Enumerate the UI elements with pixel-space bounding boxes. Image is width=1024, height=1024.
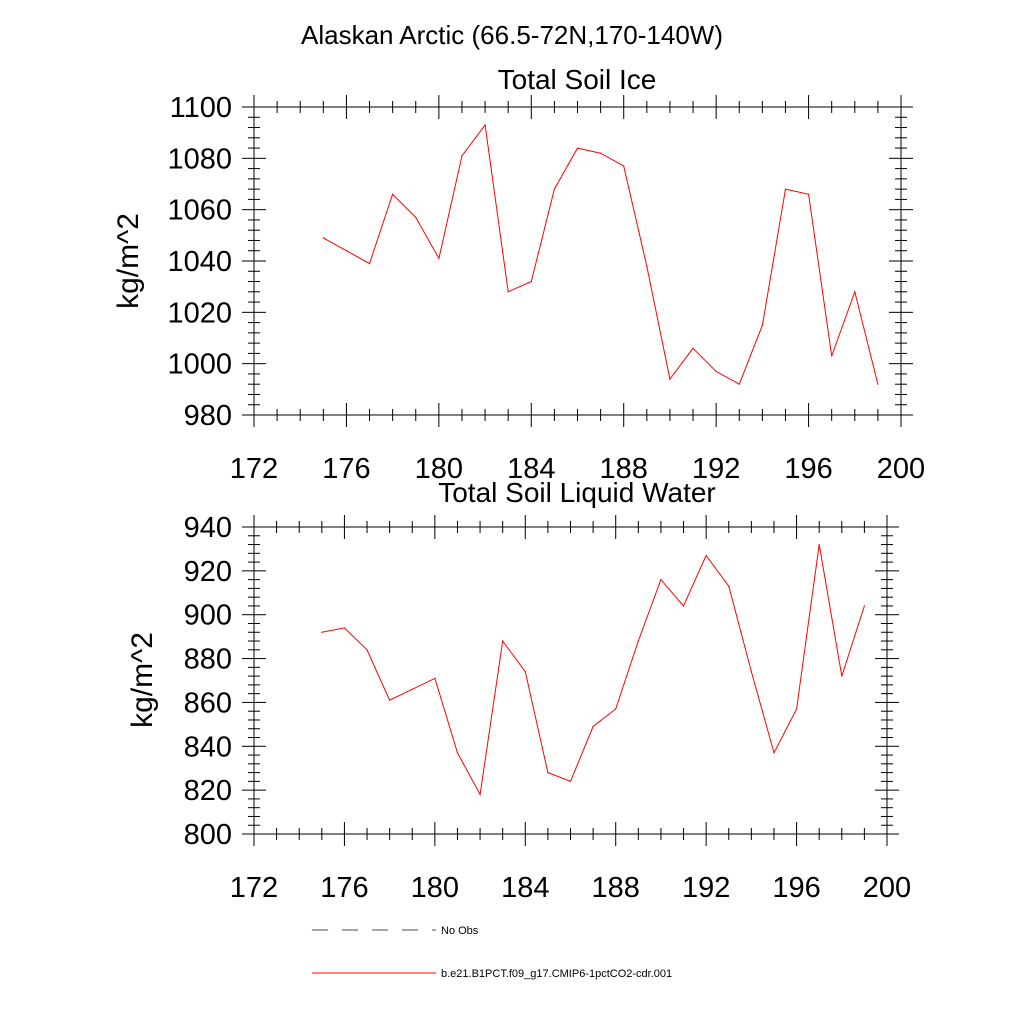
- data-point: [682, 605, 685, 607]
- plot-frame: [253, 106, 902, 416]
- data-point: [600, 152, 602, 154]
- x-tick-label: 188: [592, 872, 640, 904]
- data-point: [728, 585, 730, 587]
- y-tick-label: 840: [184, 731, 232, 763]
- data-point: [877, 383, 879, 385]
- data-point: [322, 237, 324, 239]
- figure-title: Alaskan Arctic (66.5-72N,170-140W): [301, 20, 723, 50]
- x-tick-label: 180: [411, 872, 459, 904]
- data-point: [761, 324, 763, 326]
- data-point: [818, 543, 820, 546]
- data-point: [569, 780, 572, 782]
- x-tick-label: 196: [772, 872, 820, 904]
- data-point: [411, 688, 413, 690]
- data-point: [750, 671, 752, 673]
- data-point: [392, 193, 394, 195]
- x-tick-label: 172: [230, 453, 278, 485]
- data-point: [623, 165, 625, 167]
- data-point: [321, 631, 323, 633]
- y-tick-label: 1060: [167, 195, 232, 227]
- x-tick-label: 200: [863, 872, 911, 904]
- y-tick-label: 1080: [167, 143, 232, 175]
- data-point: [479, 793, 481, 796]
- data-point: [553, 188, 555, 190]
- data-point: [646, 265, 648, 267]
- panel-title: Total Soil Liquid Water: [438, 477, 716, 508]
- series-line: [321, 544, 865, 797]
- data-point: [615, 708, 617, 710]
- data-point: [366, 649, 368, 651]
- y-tick-label: 820: [184, 775, 232, 807]
- data-point: [389, 699, 391, 701]
- x-tick-label: 188: [600, 453, 648, 485]
- data-point: [547, 772, 549, 774]
- data-point: [368, 262, 371, 265]
- data-point: [434, 677, 436, 679]
- legend-label-no-obs: No Obs: [441, 925, 479, 937]
- data-point: [784, 188, 787, 190]
- x-tick-label: 176: [322, 453, 370, 485]
- data-point: [484, 124, 486, 126]
- data-point: [795, 708, 798, 710]
- x-tick-label: 192: [692, 453, 740, 485]
- legend: No Obs b.e21.B1PCT.f09_g17.CMIP6-1pctCO2…: [312, 925, 672, 980]
- data-point: [831, 355, 833, 357]
- data-point: [343, 627, 346, 629]
- data-point: [415, 216, 417, 218]
- data-point: [854, 291, 856, 293]
- data-point: [456, 752, 459, 754]
- data-point: [669, 378, 671, 380]
- y-tick-label: 1040: [167, 246, 232, 278]
- legend-label-model: b.e21.B1PCT.f09_g17.CMIP6-1pctCO2-cdr.00…: [441, 968, 672, 980]
- data-point: [438, 257, 440, 260]
- y-tick-label: 860: [184, 687, 232, 719]
- x-tick-label: 196: [784, 453, 832, 485]
- x-tick-label: 192: [682, 872, 730, 904]
- data-point: [692, 347, 694, 349]
- data-point: [807, 193, 810, 195]
- data-point: [841, 675, 843, 677]
- y-tick-label: 900: [184, 600, 232, 632]
- panel-soil-ice: Total Soil Ice kg/m^2 980 1000 1020 1040 106…: [112, 64, 925, 485]
- x-tick-label: 180: [415, 453, 463, 485]
- plot-frame: [253, 526, 888, 835]
- y-tick-label: 800: [184, 819, 232, 851]
- data-point: [592, 725, 594, 728]
- y-tick-label: 940: [184, 512, 232, 544]
- y-tick-label: 980: [184, 400, 232, 432]
- data-point: [738, 383, 740, 385]
- y-axis-label: kg/m^2: [112, 213, 145, 309]
- data-point: [773, 752, 775, 754]
- x-tick-label: 176: [320, 872, 368, 904]
- x-tick-label: 184: [507, 453, 555, 485]
- x-tick-label: 184: [501, 872, 549, 904]
- y-tick-label: 880: [184, 644, 232, 676]
- data-point: [345, 250, 348, 252]
- data-point: [502, 640, 504, 642]
- data-point: [507, 291, 509, 293]
- panel-soil-liquid-water: Total Soil Liquid Water kg/m^2 800 820 840…: [126, 477, 911, 904]
- panel-title: Total Soil Ice: [498, 64, 657, 95]
- data-point: [705, 554, 707, 557]
- data-point: [524, 671, 526, 673]
- series-line: [323, 123, 879, 385]
- x-tick-label: 200: [877, 453, 925, 485]
- data-point: [637, 640, 639, 642]
- x-tick-label: 172: [230, 872, 278, 904]
- y-axis-label: kg/m^2: [126, 632, 159, 728]
- data-point: [660, 579, 662, 581]
- data-point: [576, 147, 579, 149]
- data-point: [461, 155, 463, 157]
- data-point: [863, 605, 865, 607]
- y-tick-label: 920: [184, 556, 232, 588]
- y-tick-label: 1000: [167, 349, 232, 381]
- y-tick-label: 1100: [170, 92, 232, 124]
- data-point: [530, 280, 532, 283]
- y-tick-label: 1020: [167, 297, 232, 329]
- data-point: [715, 370, 717, 372]
